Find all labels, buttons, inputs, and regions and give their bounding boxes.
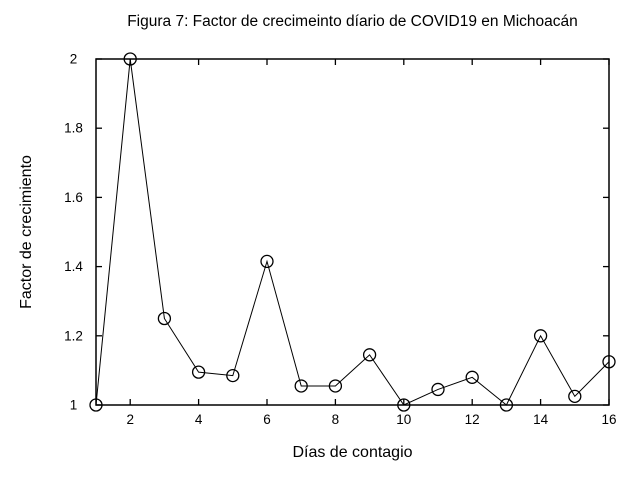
x-tick-label: 6 <box>263 412 271 427</box>
plot-border <box>95 58 610 406</box>
y-tick-label: 1 <box>70 398 78 413</box>
x-tick-label: 16 <box>601 412 616 427</box>
data-point-marker <box>157 311 172 326</box>
data-point-marker <box>123 52 137 66</box>
data-point-marker <box>260 254 274 269</box>
data-point-marker <box>89 398 103 412</box>
data-point-marker <box>362 348 377 362</box>
data-point-marker <box>465 370 479 384</box>
x-axis-label: Días de contagio <box>292 444 413 461</box>
chart-title: Figura 7: Factor de crecimeinto díario d… <box>127 13 578 30</box>
data-point-marker <box>397 398 411 412</box>
data-point-marker <box>328 379 343 393</box>
x-tick-label: 4 <box>195 412 203 427</box>
data-point-marker <box>294 379 308 393</box>
data-point-marker <box>431 382 445 397</box>
x-tick-label: 14 <box>533 412 549 427</box>
data-point-marker <box>499 398 514 412</box>
data-point-marker <box>568 389 582 404</box>
data-point-marker <box>533 329 548 343</box>
data-point-marker <box>191 365 206 379</box>
data-point-marker <box>226 368 240 383</box>
y-tick-label: 1.2 <box>64 328 83 343</box>
y-tick-label: 1.8 <box>64 121 83 136</box>
data-point-marker <box>602 355 616 369</box>
x-tick-label: 8 <box>332 412 340 427</box>
x-tick-label: 12 <box>465 412 480 427</box>
y-tick-label: 1.6 <box>64 190 83 205</box>
x-tick-label: 2 <box>126 412 134 427</box>
x-tick-label: 10 <box>396 412 411 427</box>
y-tick-label: 1.4 <box>64 259 83 274</box>
y-tick-label: 2 <box>70 52 78 67</box>
data-series-line <box>95 58 610 406</box>
